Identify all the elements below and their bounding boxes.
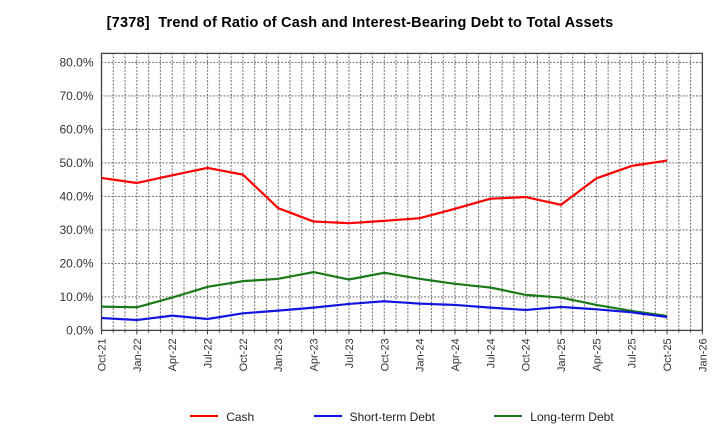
svg-text:Jan-24: Jan-24 [415,338,427,372]
svg-text:Oct-24: Oct-24 [521,338,533,371]
svg-text:40.0%: 40.0% [59,189,93,203]
svg-text:Apr-22: Apr-22 [167,338,179,371]
svg-text:20.0%: 20.0% [59,256,93,270]
svg-text:Oct-22: Oct-22 [238,338,250,371]
svg-text:Jan-23: Jan-23 [273,338,285,372]
svg-text:Oct-21: Oct-21 [97,338,109,371]
svg-text:70.0%: 70.0% [59,89,93,103]
svg-text:0.0%: 0.0% [66,323,94,337]
svg-text:Oct-25: Oct-25 [662,338,674,371]
svg-text:Jul-25: Jul-25 [627,338,639,368]
svg-text:Apr-24: Apr-24 [450,338,462,371]
svg-text:Jan-25: Jan-25 [556,338,568,372]
svg-text:Jan-26: Jan-26 [697,338,709,372]
svg-text:Apr-25: Apr-25 [591,338,603,371]
svg-text:60.0%: 60.0% [59,122,93,136]
svg-text:80.0%: 80.0% [59,55,93,69]
svg-text:Jul-24: Jul-24 [485,338,497,368]
svg-text:30.0%: 30.0% [59,223,93,237]
svg-text:Apr-23: Apr-23 [309,338,321,371]
svg-text:Jan-22: Jan-22 [132,338,144,372]
svg-text:10.0%: 10.0% [59,290,93,304]
svg-text:Jul-23: Jul-23 [344,338,356,368]
svg-text:50.0%: 50.0% [59,156,93,170]
svg-text:Jul-22: Jul-22 [203,338,215,368]
svg-text:Oct-23: Oct-23 [379,338,391,371]
